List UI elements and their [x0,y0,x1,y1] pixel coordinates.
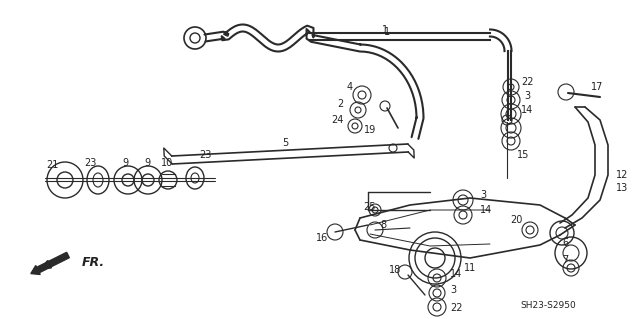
Text: 1: 1 [384,27,390,37]
Text: 18: 18 [389,265,401,275]
Text: 5: 5 [282,138,288,148]
Text: 14: 14 [450,269,462,279]
Text: 1: 1 [382,25,388,35]
Text: 3: 3 [450,285,456,295]
Text: 17: 17 [591,82,603,92]
Text: 23: 23 [199,150,211,160]
Text: 7: 7 [562,255,568,265]
Text: 12: 12 [616,170,628,180]
Text: 11: 11 [464,263,476,273]
Text: 24: 24 [331,115,343,125]
Text: 4: 4 [347,82,353,92]
FancyArrow shape [31,252,69,274]
Text: 20: 20 [510,215,522,225]
Text: 14: 14 [521,105,533,115]
Text: 9: 9 [122,158,128,168]
Text: 25: 25 [364,202,376,212]
Text: 22: 22 [450,303,463,313]
Text: 13: 13 [616,183,628,193]
Text: 9: 9 [144,158,150,168]
Text: 3: 3 [480,190,486,200]
Text: 2: 2 [337,99,343,109]
Text: SH23-S2950: SH23-S2950 [520,300,576,309]
Text: 23: 23 [84,158,96,168]
Text: 14: 14 [480,205,492,215]
Text: 8: 8 [380,220,386,230]
Text: 16: 16 [316,233,328,243]
Text: 22: 22 [521,77,533,87]
Text: 6: 6 [562,238,568,248]
Text: 15: 15 [517,150,529,160]
Text: 21: 21 [46,160,58,170]
Text: 19: 19 [364,125,376,135]
Text: FR.: FR. [82,256,105,269]
Text: 3: 3 [524,91,530,101]
Text: 10: 10 [161,158,173,168]
